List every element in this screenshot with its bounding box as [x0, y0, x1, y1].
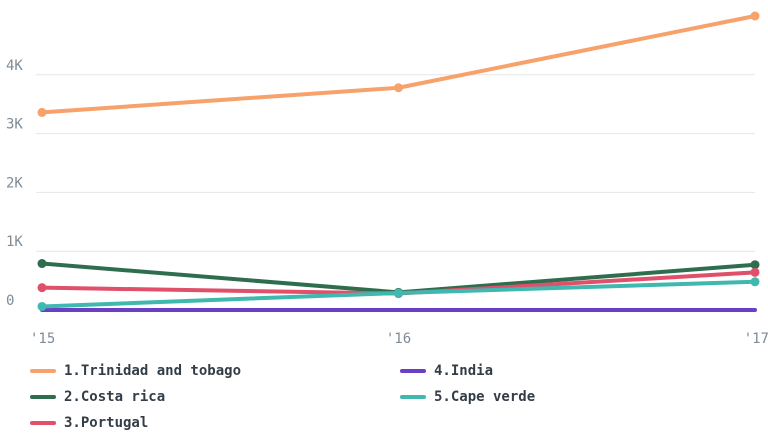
legend-item[interactable]: 5.Cape verde	[400, 386, 535, 408]
y-tick-label: 2K	[6, 175, 23, 191]
series-5	[37, 277, 760, 311]
legend-label: 3.Portugal	[64, 415, 149, 431]
legend-item[interactable]: 1.Trinidad and tobago	[30, 360, 241, 382]
data-point[interactable]	[37, 301, 47, 311]
line-chart: 0 1K 2K 3K 4K '15 '16 '17	[6, 11, 768, 347]
legend-label: 2.Costa rica	[64, 389, 166, 405]
series-line	[40, 14, 757, 115]
legend-item[interactable]: 2.Costa rica	[30, 386, 165, 408]
data-point[interactable]	[394, 83, 403, 93]
legend-item[interactable]: 3.Portugal	[30, 412, 148, 434]
series-1	[37, 11, 760, 117]
y-axis-ticks: 0 1K 2K 3K 4K	[6, 58, 23, 309]
data-point[interactable]	[37, 283, 47, 293]
legend-swatch	[400, 369, 426, 373]
data-point[interactable]	[37, 259, 47, 269]
x-tick-label: '16	[386, 331, 411, 347]
series-lines	[37, 11, 760, 312]
legend-item[interactable]: 4.India	[400, 360, 493, 382]
x-tick-label: '17	[744, 331, 768, 347]
legend-label: 5.Cape verde	[434, 389, 536, 405]
data-point[interactable]	[750, 267, 760, 277]
y-tick-label: 3K	[6, 117, 23, 133]
legend: 1.Trinidad and tobago 2.Costa rica 3.Portu…	[30, 360, 750, 435]
y-tick-label: 4K	[6, 58, 23, 74]
data-point[interactable]	[37, 107, 47, 117]
legend-swatch	[30, 421, 56, 425]
data-point[interactable]	[750, 11, 760, 21]
x-axis-ticks: '15 '16 '17	[30, 331, 768, 347]
data-point[interactable]	[394, 288, 403, 298]
legend-label: 4.India	[434, 363, 494, 379]
legend-label: 1.Trinidad and tobago	[64, 363, 242, 379]
legend-swatch	[400, 395, 426, 399]
legend-swatch	[30, 395, 56, 399]
y-tick-label: 1K	[6, 234, 23, 250]
legend-swatch	[30, 369, 56, 373]
data-point[interactable]	[750, 277, 760, 287]
data-point[interactable]	[750, 260, 760, 270]
y-tick-label: 0	[6, 293, 14, 309]
x-tick-label: '15	[30, 331, 55, 347]
